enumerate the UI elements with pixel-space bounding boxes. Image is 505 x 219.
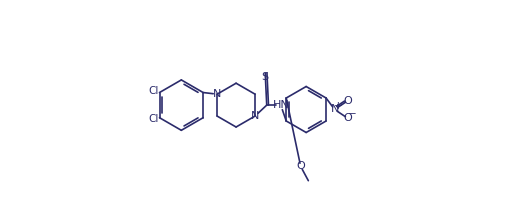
Text: −: −	[348, 109, 357, 119]
Text: O: O	[296, 161, 305, 171]
Text: O: O	[343, 113, 352, 123]
Text: N: N	[251, 111, 259, 121]
Text: N: N	[213, 89, 221, 99]
Text: N: N	[330, 104, 339, 115]
Text: Cl: Cl	[148, 87, 159, 96]
Text: +: +	[334, 101, 343, 111]
Text: HN: HN	[272, 100, 289, 110]
Text: S: S	[262, 72, 269, 82]
Text: O: O	[343, 96, 352, 106]
Text: Cl: Cl	[148, 114, 159, 124]
